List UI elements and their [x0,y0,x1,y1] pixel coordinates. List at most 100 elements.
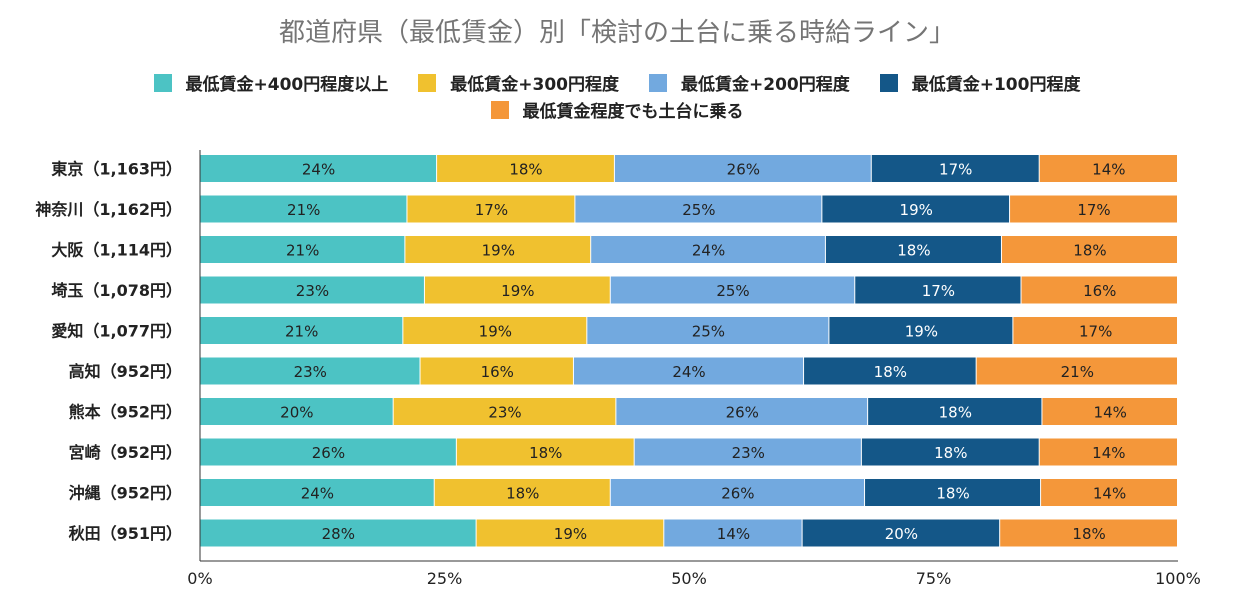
category-label: 秋田（951円） [69,524,182,543]
bar-segment [610,479,865,506]
data-label: 21% [1061,363,1094,381]
bar-segment [200,317,403,344]
bar-segment [200,357,420,385]
data-label: 23% [296,282,329,300]
category-label: 沖縄（952円） [69,484,182,503]
data-label: 19% [479,323,512,341]
legend-item: 最低賃金程度でも土台に乗る [490,97,744,122]
data-label: 21% [285,323,318,341]
data-label: 18% [1072,525,1105,543]
category-label: 東京（1,163円） [51,160,182,179]
bar-segment [1010,195,1177,223]
bar-segment [405,236,591,263]
data-label: 14% [1094,404,1127,422]
data-label: 23% [294,363,327,381]
bar-segment [1041,479,1177,506]
data-label: 18% [936,485,969,503]
data-label: 17% [939,161,972,179]
bar-segment [802,519,1000,547]
data-label: 18% [939,404,972,422]
bar-segment [871,155,1039,182]
data-label: 25% [682,201,715,219]
category-label: 埼玉（1,078円） [51,281,182,300]
bar-segment [200,195,407,223]
category-label: 高知（952円） [69,362,182,381]
bar-segment [855,276,1021,304]
legend-swatch [649,73,667,92]
data-label: 21% [286,242,319,260]
category-label: 宮崎（952円） [69,443,182,462]
bar-segment [407,195,575,223]
bar-segment [456,438,634,466]
bar-segment [1000,519,1177,547]
bar-segment [200,236,405,263]
data-label: 17% [475,201,508,219]
bar-segment [1013,317,1177,344]
category-label: 愛知（1,077円） [51,322,182,341]
x-tick-label: 50% [671,569,707,588]
data-label: 18% [506,485,539,503]
data-label: 14% [717,525,750,543]
data-label: 14% [1093,485,1126,503]
legend: 最低賃金+400円程度以上 最低賃金+300円程度 最低賃金+200円程度 最低… [0,70,1234,95]
data-label: 23% [732,444,765,462]
bar-segment [575,195,822,223]
category-label: 神奈川（1,162円） [35,200,182,219]
legend-swatch [490,100,509,119]
bar-segment [200,276,424,304]
bar-segment [1039,438,1177,466]
bar-segment [1042,398,1177,425]
data-label: 18% [509,161,542,179]
data-label: 24% [301,485,334,503]
bar-segment [476,519,664,547]
data-label: 28% [322,525,355,543]
bar-segment [614,155,871,182]
bar-segment [825,236,1001,263]
legend-label: 最低賃金+200円程度 [681,75,850,95]
bar-segment [200,155,437,182]
data-label: 25% [716,282,749,300]
bar-segment [616,398,868,425]
x-tick-label: 25% [427,569,463,588]
bar-segment [573,357,804,385]
data-label: 18% [874,363,907,381]
legend-swatch [879,73,898,92]
data-label: 16% [1083,282,1116,300]
bar-segment [437,155,614,182]
data-label: 20% [280,404,313,422]
data-label: 17% [1077,201,1110,219]
bar-segment [200,398,393,425]
data-label: 14% [1092,444,1125,462]
data-label: 17% [1079,323,1112,341]
legend-row-2: 最低賃金程度でも土台に乗る [0,97,1234,122]
data-label: 26% [727,161,760,179]
bar-segment [1039,155,1177,182]
category-label: 大阪（1,114円） [51,241,182,260]
data-label: 24% [302,161,335,179]
bar-segment [200,479,434,506]
legend-item: 最低賃金+200円程度 [649,70,850,95]
legend-swatch [153,73,172,92]
chart-title: 都道府県（最低賃金）別「検討の土台に乗る時給ライン」 [278,18,955,48]
data-label: 19% [554,525,587,543]
data-label: 19% [501,282,534,300]
bar-segment [634,438,861,466]
bar-segment [976,357,1177,385]
data-label: 19% [900,201,933,219]
data-label: 18% [897,242,930,260]
data-label: 18% [529,444,562,462]
x-tick-label: 100% [1155,569,1201,588]
bar-segment [591,236,825,263]
data-label: 26% [726,404,759,422]
data-label: 23% [488,404,521,422]
data-label: 20% [885,525,918,543]
legend-item: 最低賃金+300円程度 [418,70,619,95]
bar-segment [822,195,1010,223]
data-label: 24% [692,242,725,260]
data-label: 26% [721,485,754,503]
legend-label: 最低賃金+100円程度 [911,75,1081,95]
data-label: 25% [692,323,725,341]
bar-segment [403,317,587,344]
data-label: 14% [1092,161,1125,179]
